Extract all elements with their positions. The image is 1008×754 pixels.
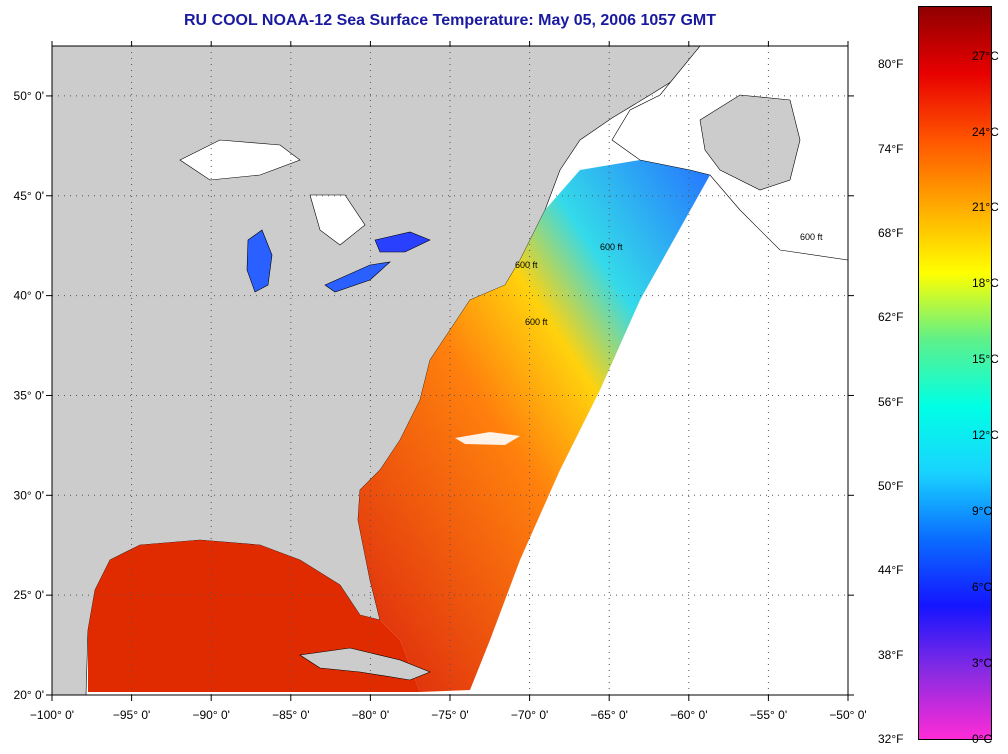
lake-michigan: [246, 229, 273, 293]
lat-tick-label: 20° 0': [14, 688, 44, 702]
lat-tick-label: 30° 0': [14, 488, 44, 502]
colorbar-celsius-label: 12°C: [972, 428, 999, 443]
colorbar-celsius-label: 18°C: [972, 276, 999, 291]
lake-superior: [179, 139, 301, 181]
axis-ticks: [46, 41, 854, 701]
colorbar-celsius-label: 21°C: [972, 200, 999, 215]
graticule: [52, 46, 848, 695]
colorbar-fahrenheit-label: 80°F: [878, 56, 904, 71]
colorbar-celsius-label: 27°C: [972, 48, 999, 63]
lake-ontario: [374, 231, 431, 253]
contour-label: 600 ft: [525, 317, 548, 327]
colorbar-celsius-label: 9°C: [972, 504, 993, 519]
map-title: RU COOL NOAA-12 Sea Surface Temperature:…: [183, 12, 717, 29]
colorbar-fahrenheit-label: 74°F: [878, 141, 904, 156]
lon-tick-label: −100° 0': [30, 708, 74, 722]
lon-tick-label: −85° 0': [272, 708, 309, 722]
lon-tick-label: −90° 0': [192, 708, 229, 722]
lon-tick-label: −80° 0': [352, 708, 389, 722]
colorbar-fahrenheit-label: 68°F: [878, 225, 904, 240]
lake-erie: [324, 261, 391, 293]
colorbar-celsius-label: 24°C: [972, 124, 999, 139]
lon-tick-label: −75° 0': [431, 708, 468, 722]
colorbar-celsius-label: 15°C: [972, 352, 999, 367]
axis-tick-labels: −100° 0' −95° 0' −90° 0' −85° 0' −80° 0' −75°…: [14, 89, 867, 722]
lon-tick-label: −60° 0': [670, 708, 707, 722]
colorbar-fahrenheit-label: 44°F: [878, 563, 904, 578]
lon-tick-label: −65° 0': [590, 708, 627, 722]
atlantic-sst-swath: [358, 160, 710, 692]
colorbar-fahrenheit-label: 32°F: [878, 732, 904, 746]
colorbar-fahrenheit-label: 56°F: [878, 394, 904, 409]
contour-labels: 600 ft 600 ft 600 ft 600 ft: [515, 232, 823, 327]
contour-label: 600 ft: [800, 232, 823, 242]
lat-tick-label: 35° 0': [14, 388, 44, 402]
land-newfoundland: [699, 94, 801, 191]
contour-label: 600 ft: [515, 260, 538, 270]
colorbar-celsius-label: 6°C: [972, 580, 993, 595]
colorbar-fahrenheit-label: 50°F: [878, 478, 904, 493]
land-cuba: [299, 647, 431, 681]
lon-tick-label: −50° 0': [829, 708, 866, 722]
lat-tick-label: 50° 0': [14, 89, 44, 103]
map-border: [51, 45, 849, 696]
cloud-patch: [455, 432, 520, 445]
colorbar-fahrenheit-label: 38°F: [878, 647, 904, 662]
colorbar-celsius-label: 0°C: [972, 732, 993, 746]
lat-tick-label: 25° 0': [14, 588, 44, 602]
colorbar-celsius-label: 3°C: [972, 656, 993, 671]
lat-tick-label: 45° 0': [14, 189, 44, 203]
lake-huron: [309, 194, 366, 246]
lat-tick-label: 40° 0': [14, 289, 44, 303]
colorbar-fahrenheit-label: 62°F: [878, 310, 904, 325]
lon-tick-label: −55° 0': [750, 708, 787, 722]
lon-tick-label: −95° 0': [113, 708, 150, 722]
contour-label: 600 ft: [600, 242, 623, 252]
sst-colorbar: [918, 6, 992, 740]
lon-tick-label: −70° 0': [511, 708, 548, 722]
